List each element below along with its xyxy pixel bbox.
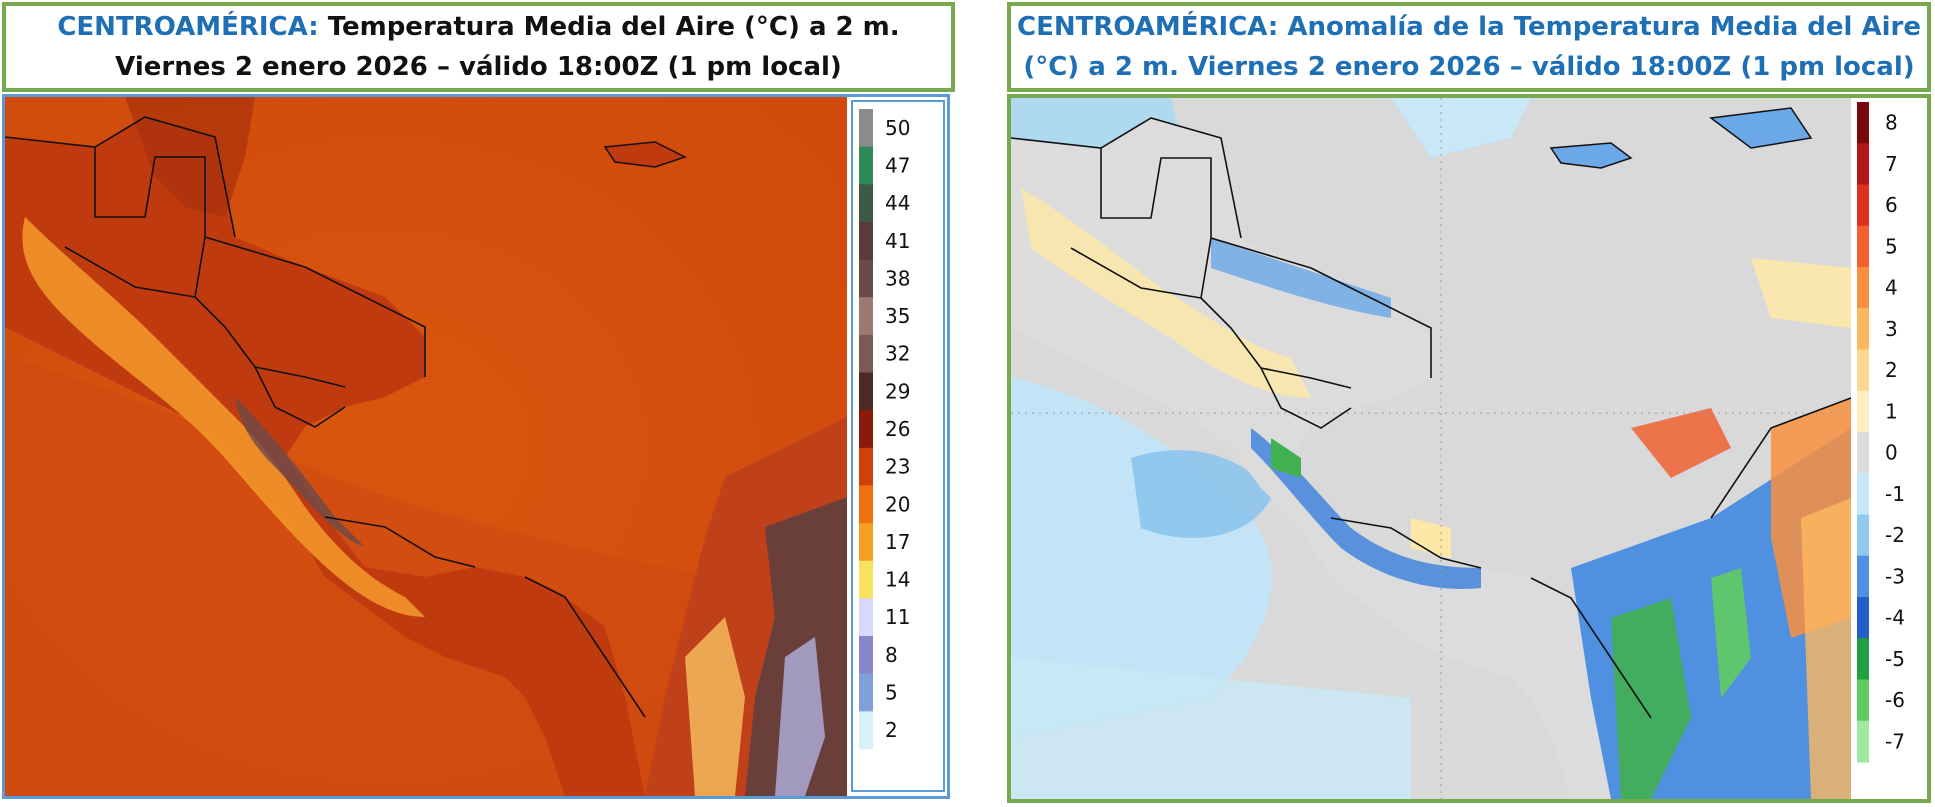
anomaly-colorbar-tick-label: 2 — [1885, 358, 1898, 382]
right-title-line2: (°C) a 2 m. Viernes 2 enero 2026 – válid… — [1023, 52, 1915, 82]
temperature-colorbar-tick-label: 11 — [885, 605, 910, 629]
anomaly-colorbar-swatch — [1857, 720, 1869, 763]
anomaly-colorbar-tick-label: 0 — [1885, 441, 1898, 465]
anomaly-colorbar-tick-label: -4 — [1885, 606, 1905, 630]
temperature-colorbar-tick-label: 20 — [885, 492, 910, 516]
anomaly-colorbar-swatch — [1857, 225, 1869, 268]
temperature-colorbar-tick-label: 8 — [885, 643, 898, 667]
temperature-colorbar-tick-label: 50 — [885, 116, 910, 140]
anomaly-colorbar-swatch — [1857, 638, 1869, 680]
left-map-title: CENTROAMÉRICA: Temperatura Media del Air… — [2, 2, 955, 92]
anomaly-colorbar-tick-label: 8 — [1885, 111, 1898, 135]
country-borders — [1011, 117, 1852, 719]
temperature-colorbar-swatch — [859, 372, 873, 411]
temperature-colorbar-swatch — [859, 636, 873, 675]
temperature-colorbar-swatch — [859, 334, 873, 374]
anomaly-colorbar-swatch — [1857, 143, 1869, 185]
anomaly-colorbar-swatch — [1857, 555, 1869, 598]
anomaly-colorbar-tick-label: 1 — [1885, 399, 1898, 423]
temperature-colorbar-swatch — [859, 184, 873, 223]
temperature-colorbar-tick-label: 35 — [885, 304, 910, 328]
temperature-colorbar-swatch — [859, 711, 873, 750]
anomaly-colorbar-tick-label: 3 — [1885, 317, 1898, 341]
anomaly-colorbar-swatch — [1857, 432, 1869, 474]
anomaly-map-panel: 8 7 6 5 4 3 2 1 0 -1 -2 -3 -4 -5 -6 -7 — [1007, 94, 1931, 803]
anomaly-colorbar-swatch — [1857, 267, 1869, 309]
anomaly-colorbar-swatch — [1857, 390, 1869, 433]
temperature-colorbar-swatch — [859, 297, 873, 336]
temperature-colorbar-swatch — [859, 410, 873, 449]
anomaly-colorbar-tick-label: 6 — [1885, 193, 1898, 217]
anomaly-colorbar-swatch — [1857, 349, 1869, 392]
anomaly-colorbar-tick-label: 7 — [1885, 152, 1898, 176]
anomaly-colorbar-tick-label: -3 — [1885, 564, 1905, 588]
anomaly-colorbar-swatch — [1857, 308, 1869, 350]
temperature-colorbar-tick-label: 5 — [885, 681, 898, 705]
right-map-title: CENTROAMÉRICA: Anomalía de la Temperatur… — [1007, 2, 1931, 92]
central-america-landmass — [5, 117, 645, 796]
temperature-colorbar-tick-label: 14 — [885, 568, 910, 592]
temperature-colorbar-swatch — [859, 485, 873, 524]
jamaica-island — [603, 141, 687, 168]
anomaly-colorbar-tick-label: -2 — [1885, 523, 1905, 547]
temperature-colorbar-tick-label: 23 — [885, 455, 910, 479]
left-title-line2: Viernes 2 enero 2026 – válido 18:00Z (1 … — [115, 52, 842, 82]
jamaica-island — [1549, 142, 1633, 169]
anomaly-colorbar-tick-label: -5 — [1885, 647, 1905, 671]
left-title-region: CENTROAMÉRICA: — [57, 12, 319, 42]
central-america-landmass — [1011, 118, 1651, 799]
anomaly-colorbar-tick-label: 4 — [1885, 276, 1898, 300]
anomaly-colorbar-swatch — [1857, 679, 1869, 722]
anomaly-colorbar-swatch — [1857, 597, 1869, 639]
temperature-colorbar-swatch — [859, 598, 873, 637]
anomaly-colorbar-swatch — [1857, 102, 1869, 144]
temperature-colorbar-tick-label: 2 — [885, 718, 898, 742]
temperature-colorbar-swatch — [859, 221, 873, 261]
temperature-map: 50 47 44 41 38 35 32 29 26 23 20 17 14 11 8 5 2 — [5, 97, 945, 796]
temperature-colorbar-tick-label: 32 — [885, 342, 910, 366]
anomaly-colorbar-swatch — [1857, 184, 1869, 227]
highland-cool-band — [22, 217, 425, 617]
temperature-colorbar-tick-label: 17 — [885, 530, 910, 554]
temperature-colorbar-swatch — [859, 146, 873, 185]
anomaly-colorbar-tick-label: -1 — [1885, 482, 1905, 506]
temperature-colorbar-swatch — [859, 523, 873, 562]
temperature-colorbar-tick-label: 47 — [885, 153, 910, 177]
temperature-colorbar: 50 47 44 41 38 35 32 29 26 23 20 17 14 11 8 5 2 — [851, 100, 945, 792]
temperature-colorbar-tick-label: 41 — [885, 229, 910, 253]
left-title-line1: CENTROAMÉRICA: Temperatura Media del Air… — [57, 7, 899, 47]
anomaly-colorbar-swatch — [1857, 473, 1869, 515]
temperature-colorbar-tick-label: 44 — [885, 191, 910, 215]
right-title-line1: CENTROAMÉRICA: Anomalía de la Temperatur… — [1016, 12, 1921, 42]
anomaly-map: 8 7 6 5 4 3 2 1 0 -1 -2 -3 -4 -5 -6 -7 — [1011, 98, 1927, 799]
temperature-colorbar-tick-label: 29 — [885, 379, 910, 403]
temperature-colorbar-swatch — [859, 259, 873, 298]
anomaly-colorbar-tick-label: -7 — [1885, 729, 1905, 753]
temperature-colorbar-tick-label: 38 — [885, 266, 910, 290]
left-title-text: Temperatura Media del Aire (°C) a 2 m. — [318, 12, 900, 42]
temperature-map-panel: 50 47 44 41 38 35 32 29 26 23 20 17 14 11 8 5 2 — [2, 94, 950, 799]
map-grid — [1011, 98, 1851, 799]
temperature-colorbar-swatch — [859, 673, 873, 712]
anomaly-colorbar-tick-label: 5 — [1885, 234, 1898, 258]
anomaly-colorbar: 8 7 6 5 4 3 2 1 0 -1 -2 -3 -4 -5 -6 -7 — [1853, 98, 1927, 799]
temperature-colorbar-swatch — [859, 109, 873, 148]
anomaly-colorbar-tick-label: -6 — [1885, 688, 1905, 712]
temperature-colorbar-tick-label: 26 — [885, 417, 910, 441]
temperature-colorbar-swatch — [859, 560, 873, 599]
temperature-colorbar-swatch — [859, 447, 873, 486]
country-borders — [5, 116, 646, 718]
anomaly-colorbar-swatch — [1857, 514, 1869, 557]
